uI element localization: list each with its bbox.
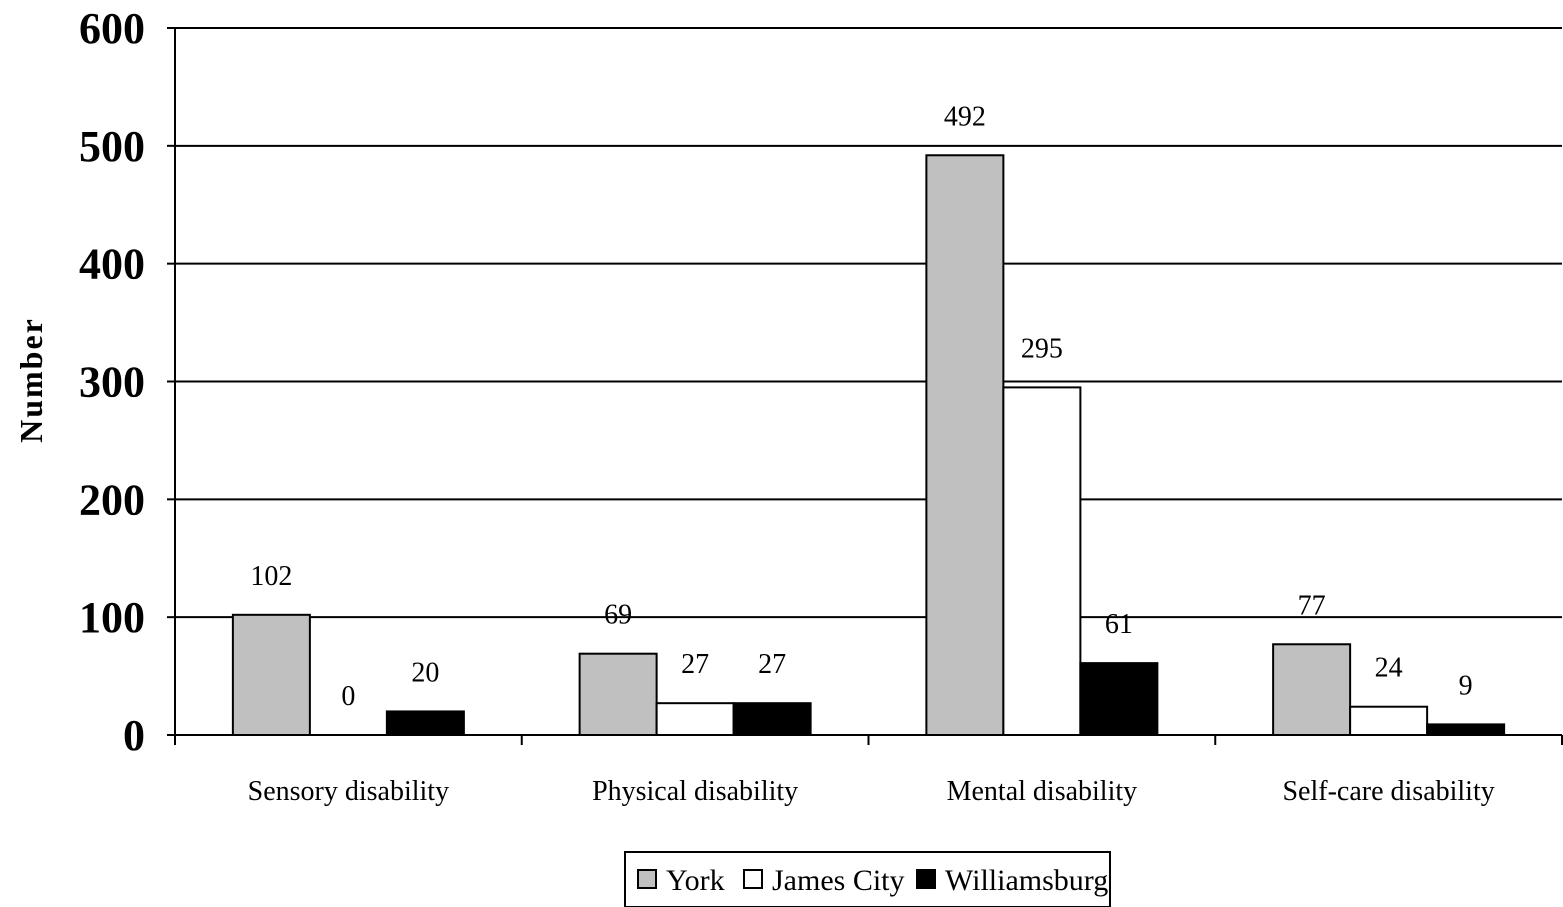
bar-james-city	[1349, 705, 1429, 736]
bar-james-city	[655, 702, 735, 736]
bars	[231, 154, 1506, 737]
data-label: 492	[944, 101, 986, 132]
gridlines	[175, 27, 1562, 619]
bar-williamsburg	[1079, 662, 1159, 736]
data-label: 9	[1459, 670, 1473, 701]
legend-swatch-york	[637, 869, 657, 889]
data-label: 69	[604, 600, 632, 631]
y-axis-label: Number	[13, 317, 49, 443]
data-label: 77	[1298, 590, 1326, 621]
bar-york	[578, 652, 658, 737]
legend: York James City Williamsburg	[624, 851, 1111, 907]
bar-york	[1272, 643, 1352, 736]
y-tick-label: 100	[79, 593, 145, 642]
y-tick-label: 400	[79, 240, 145, 289]
data-label: 27	[681, 649, 709, 680]
legend-label: Williamsburg	[945, 864, 1108, 897]
bar-williamsburg	[385, 710, 465, 737]
data-label: 61	[1105, 609, 1133, 640]
data-label: 20	[411, 657, 439, 688]
legend-label: York	[666, 864, 725, 897]
y-tick-label: 600	[79, 4, 145, 53]
data-label: 24	[1375, 653, 1403, 684]
y-tick-label: 500	[79, 122, 145, 171]
data-label: 295	[1021, 333, 1063, 364]
x-tick-label: Sensory disability	[248, 776, 449, 807]
legend-box	[624, 851, 1111, 907]
x-tick-label: Physical disability	[592, 776, 798, 807]
y-tick-label: 300	[79, 358, 145, 407]
bar-york	[231, 613, 311, 736]
data-label: 27	[758, 649, 786, 680]
data-labels: 102 0 20 69 27 27 492 295 61 77 24 9	[250, 101, 1472, 712]
bar-york	[925, 154, 1005, 736]
x-tick-label: Mental disability	[947, 776, 1138, 807]
x-tick-label: Self-care disability	[1282, 776, 1494, 807]
legend-swatch-james-city	[743, 869, 763, 889]
data-label: 102	[250, 561, 292, 592]
y-tick-label: 0	[123, 711, 145, 760]
bar-james-city	[1002, 386, 1082, 736]
bar-williamsburg	[1426, 723, 1506, 737]
legend-label: James City	[772, 864, 905, 897]
data-label: 0	[341, 681, 355, 712]
y-tick-label: 200	[79, 475, 145, 524]
legend-swatch-williamsburg	[916, 869, 936, 889]
bar-williamsburg	[732, 702, 812, 736]
